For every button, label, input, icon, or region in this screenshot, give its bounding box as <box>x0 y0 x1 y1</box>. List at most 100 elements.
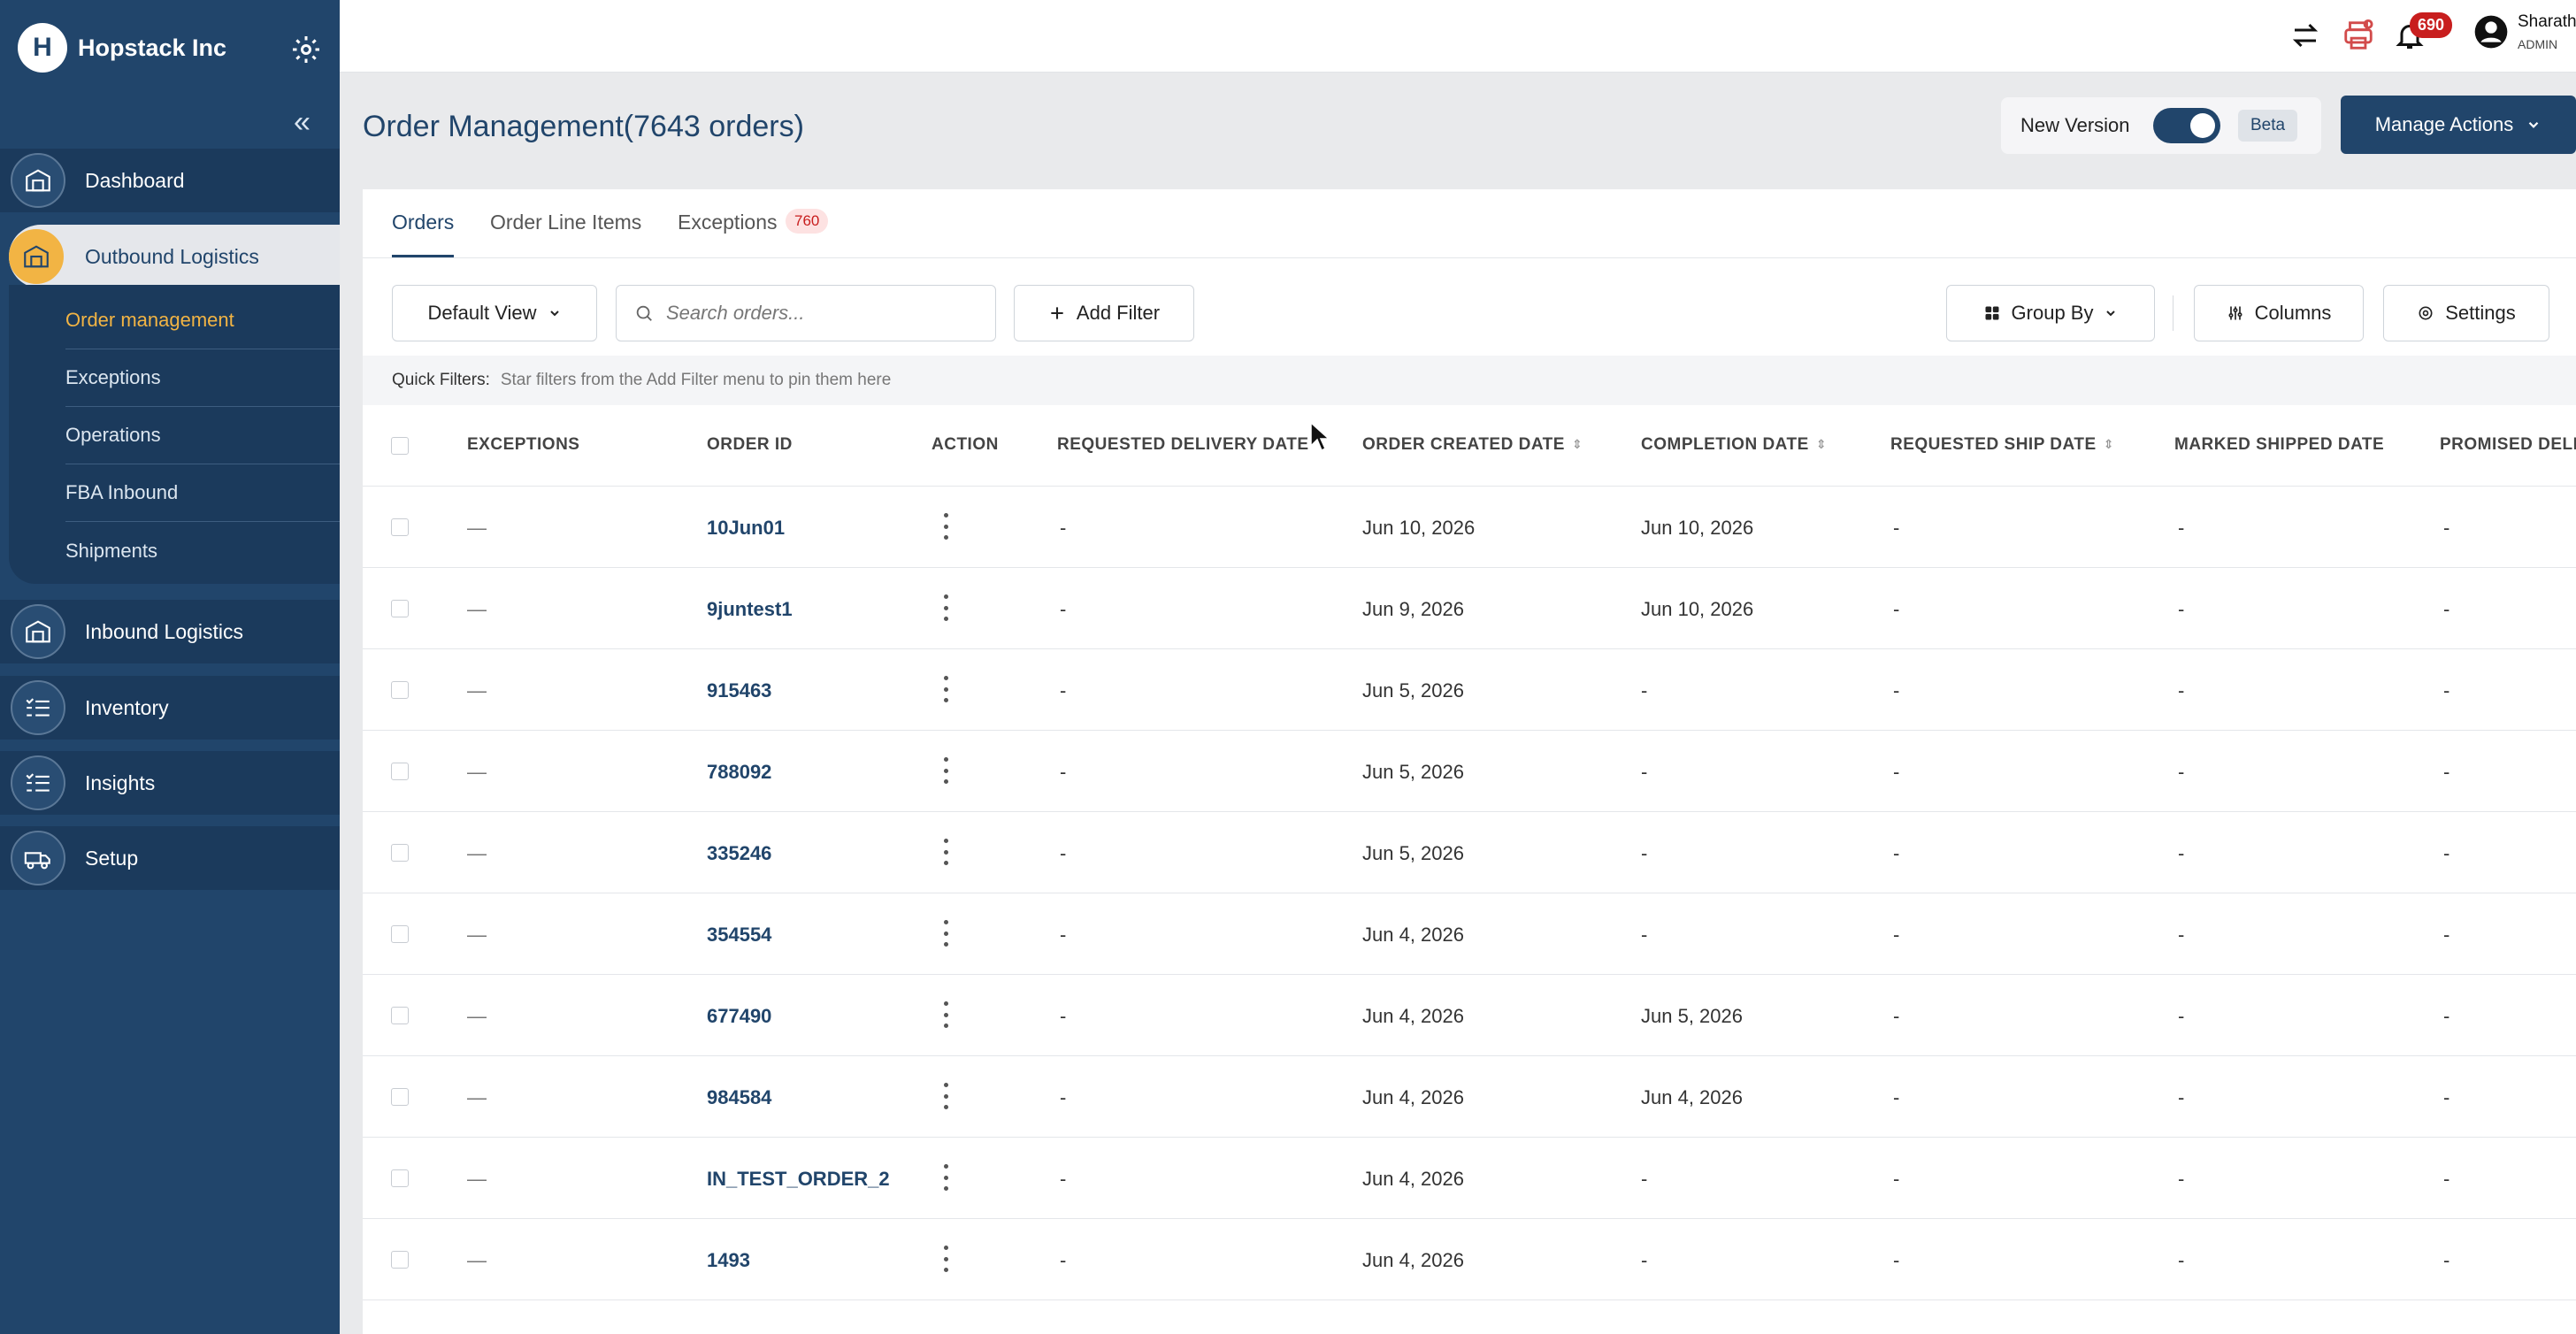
nav-dashboard[interactable]: Dashboard <box>0 149 340 212</box>
nav-label: Inventory <box>85 695 169 719</box>
sub-order-management[interactable]: Order management <box>65 292 340 349</box>
printer-icon[interactable] <box>2339 16 2378 55</box>
sub-operations[interactable]: Operations <box>65 407 340 464</box>
col-marked-shipped-date[interactable]: MARKED SHIPPED DATE <box>2174 435 2385 454</box>
toolbar: Default View Add Filter Group By Columns… <box>363 258 2576 356</box>
more-actions-icon[interactable] <box>941 513 950 540</box>
table-row[interactable]: — IN_TEST_ORDER_2 - Jun 4, 2026 - - - - <box>363 1138 2576 1219</box>
col-completion-date[interactable]: COMPLETION DATE ⇕ <box>1641 435 1827 455</box>
new-version-box: New Version Beta <box>2001 97 2321 154</box>
sort-icon[interactable]: ⇕ <box>1571 437 1583 452</box>
brand-logo: H <box>18 23 67 73</box>
search-input[interactable] <box>666 302 985 325</box>
cell-requested-ship-date: - <box>1893 924 1900 946</box>
tab-exceptions[interactable]: Exceptions <box>678 211 778 234</box>
nav-inventory[interactable]: Inventory <box>0 676 340 740</box>
cell-order-id[interactable]: 677490 <box>707 1005 772 1027</box>
collapse-sidebar-icon[interactable]: « <box>294 105 310 139</box>
cell-order-id[interactable]: 9juntest1 <box>707 598 793 620</box>
sub-fba-inbound[interactable]: FBA Inbound <box>65 464 340 522</box>
cell-order-id[interactable]: 10Jun01 <box>707 517 786 539</box>
row-checkbox[interactable] <box>391 600 409 617</box>
more-actions-icon[interactable] <box>941 594 950 621</box>
table-row[interactable]: — 915463 - Jun 5, 2026 - - - - <box>363 649 2576 731</box>
cell-requested-ship-date: - <box>1893 761 1900 783</box>
table-row[interactable]: — 1493 - Jun 4, 2026 - - - - <box>363 1219 2576 1300</box>
switch-arrows-icon[interactable] <box>2286 16 2325 55</box>
cell-promised-delivery: - <box>2443 1249 2450 1271</box>
row-checkbox[interactable] <box>391 763 409 780</box>
gear-icon <box>2419 306 2433 320</box>
more-actions-icon[interactable] <box>941 1001 950 1028</box>
more-actions-icon[interactable] <box>941 1246 950 1272</box>
cell-requested-ship-date: - <box>1893 842 1900 864</box>
group-by-label: Group By <box>2011 302 2094 324</box>
col-order-id[interactable]: ORDER ID <box>707 435 793 454</box>
table-row[interactable]: — 788092 - Jun 5, 2026 - - - - <box>363 731 2576 812</box>
nav-label: Dashboard <box>85 168 185 192</box>
more-actions-icon[interactable] <box>941 1083 950 1109</box>
tab-order-line-items[interactable]: Order Line Items <box>490 211 642 234</box>
row-checkbox[interactable] <box>391 1007 409 1024</box>
more-actions-icon[interactable] <box>941 920 950 947</box>
cell-requested-delivery-date: - <box>1060 1249 1067 1271</box>
table-row[interactable]: — 9juntest1 - Jun 9, 2026 Jun 10, 2026 - - - <box>363 568 2576 649</box>
cell-requested-ship-date: - <box>1893 1005 1900 1027</box>
cell-order-id[interactable]: 915463 <box>707 679 772 702</box>
add-filter-button[interactable]: Add Filter <box>1014 285 1194 341</box>
table-row[interactable]: — 984584 - Jun 4, 2026 Jun 4, 2026 - - - <box>363 1056 2576 1138</box>
brand[interactable]: H Hopstack Inc <box>18 23 226 73</box>
table-row[interactable]: — 354554 - Jun 4, 2026 - - - - <box>363 893 2576 975</box>
row-checkbox[interactable] <box>391 681 409 699</box>
col-requested-ship-date[interactable]: REQUESTED SHIP DATE ⇕ <box>1890 435 2114 455</box>
table-row[interactable]: — 677490 - Jun 4, 2026 Jun 5, 2026 - - - <box>363 975 2576 1056</box>
nav-insights[interactable]: Insights <box>0 751 340 815</box>
nav-label: Outbound Logistics <box>85 244 259 268</box>
nav-setup[interactable]: Setup <box>0 826 340 890</box>
nav-outbound-logistics[interactable]: Outbound Logistics <box>9 225 340 288</box>
sort-icon[interactable]: ⇕ <box>1815 437 1827 452</box>
sub-exceptions[interactable]: Exceptions <box>65 349 340 407</box>
cell-order-id[interactable]: 788092 <box>707 761 772 783</box>
row-checkbox[interactable] <box>391 1088 409 1106</box>
col-exceptions[interactable]: EXCEPTIONS <box>467 435 580 454</box>
more-actions-icon[interactable] <box>941 676 950 702</box>
cell-order-id[interactable]: 354554 <box>707 924 772 946</box>
cell-order-id[interactable]: 335246 <box>707 842 772 864</box>
nav-inbound-logistics[interactable]: Inbound Logistics <box>0 600 340 663</box>
table-row[interactable]: — 10Jun01 - Jun 10, 2026 Jun 10, 2026 - - - <box>363 487 2576 568</box>
default-view-select[interactable]: Default View <box>392 285 597 341</box>
more-actions-icon[interactable] <box>941 839 950 865</box>
cell-order-id[interactable]: IN_TEST_ORDER_2 <box>707 1168 890 1190</box>
topbar <box>340 0 2576 73</box>
chevron-down-icon <box>549 310 559 317</box>
cell-promised-delivery: - <box>2443 1005 2450 1027</box>
manage-actions-button[interactable]: Manage Actions <box>2341 96 2576 154</box>
sub-shipments[interactable]: Shipments <box>65 539 157 562</box>
cell-order-id[interactable]: 1493 <box>707 1249 750 1271</box>
col-order-created-date[interactable]: ORDER CREATED DATE ⇕ <box>1362 435 1583 455</box>
new-version-toggle[interactable] <box>2153 108 2220 143</box>
user-menu[interactable]: Sharath ADMIN <box>2473 12 2576 51</box>
tab-orders[interactable]: Orders <box>392 211 455 234</box>
columns-button[interactable]: Columns <box>2194 285 2364 341</box>
more-actions-icon[interactable] <box>941 1164 950 1191</box>
gear-icon[interactable] <box>290 34 322 65</box>
chevron-down-icon <box>2106 310 2116 317</box>
row-checkbox[interactable] <box>391 518 409 536</box>
col-promised-delivery[interactable]: PROMISED DELI <box>2440 435 2576 454</box>
group-by-button[interactable]: Group By <box>1946 285 2155 341</box>
table-row[interactable]: — 335246 - Jun 5, 2026 - - - - <box>363 812 2576 893</box>
row-checkbox[interactable] <box>391 1251 409 1269</box>
row-checkbox[interactable] <box>391 925 409 943</box>
cell-requested-delivery-date: - <box>1060 761 1067 783</box>
sort-icon[interactable]: ⇕ <box>2103 437 2114 452</box>
row-checkbox[interactable] <box>391 844 409 862</box>
row-checkbox[interactable] <box>391 1169 409 1187</box>
col-requested-delivery-date[interactable]: REQUESTED DELIVERY DATE <box>1057 435 1309 454</box>
settings-button[interactable]: Settings <box>2383 285 2549 341</box>
cell-promised-delivery: - <box>2443 679 2450 702</box>
select-all-checkbox[interactable] <box>391 437 409 455</box>
more-actions-icon[interactable] <box>941 757 950 784</box>
cell-order-id[interactable]: 984584 <box>707 1086 772 1108</box>
